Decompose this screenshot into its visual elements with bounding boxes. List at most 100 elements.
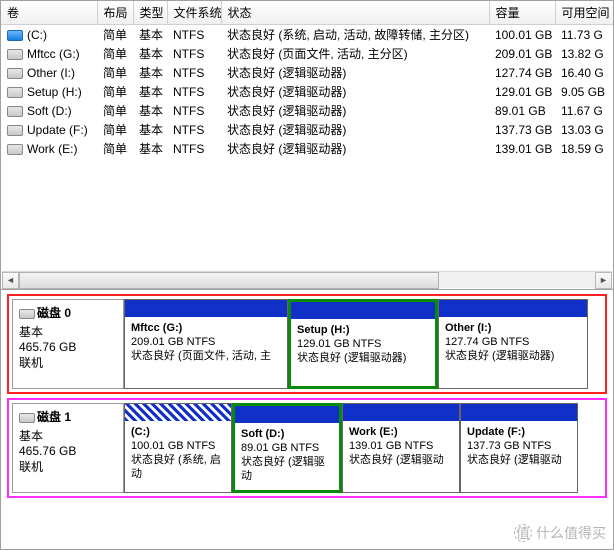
- partition[interactable]: Setup (H:)129.01 GB NTFS状态良好 (逻辑驱动器): [288, 299, 438, 389]
- drive-icon: [7, 68, 23, 79]
- disk0-partitions: Mftcc (G:)209.01 GB NTFS状态良好 (页面文件, 活动, …: [124, 299, 602, 389]
- col-type[interactable]: 类型: [133, 1, 167, 25]
- partition-header: [125, 300, 287, 317]
- volume-fs: NTFS: [167, 120, 221, 139]
- partition-header: [291, 302, 435, 319]
- volume-free: 16.40 G: [555, 63, 614, 82]
- volume-fs: NTFS: [167, 82, 221, 101]
- volume-row[interactable]: Update (F:)简单基本NTFS状态良好 (逻辑驱动器)137.73 GB…: [1, 120, 614, 139]
- volume-fs: NTFS: [167, 44, 221, 63]
- volume-status: 状态良好 (逻辑驱动器): [221, 139, 489, 158]
- partition-title: Other (I:): [445, 322, 491, 334]
- volume-list-pane: 卷 布局 类型 文件系统 状态 容量 可用空间 (C:)简单基本NTFS状态良好…: [0, 0, 614, 290]
- disk-state: 联机: [19, 354, 117, 371]
- partition[interactable]: Mftcc (G:)209.01 GB NTFS状态良好 (页面文件, 活动, …: [124, 299, 288, 389]
- disk-title: 磁盘 1: [37, 410, 71, 424]
- volume-capacity: 209.01 GB: [489, 44, 555, 63]
- volume-type: 基本: [133, 120, 167, 139]
- partition-title: Work (E:): [349, 426, 398, 438]
- watermark-icon: 值: [514, 524, 532, 542]
- volume-type: 基本: [133, 139, 167, 158]
- volume-fs: NTFS: [167, 101, 221, 120]
- disk-size: 465.76 GB: [19, 340, 117, 354]
- scroll-right-button[interactable]: ►: [595, 272, 612, 289]
- partition-size: 127.74 GB NTFS: [445, 336, 529, 348]
- volume-row[interactable]: Mftcc (G:)简单基本NTFS状态良好 (页面文件, 活动, 主分区)20…: [1, 44, 614, 63]
- partition[interactable]: Soft (D:)89.01 GB NTFS状态良好 (逻辑驱动: [232, 403, 342, 493]
- volume-type: 基本: [133, 25, 167, 45]
- partition-status: 状态良好 (逻辑驱动: [241, 456, 325, 482]
- disk-icon: [19, 309, 35, 319]
- volume-row[interactable]: (C:) 简单基本NTFS状态良好 (系统, 启动, 活动, 故障转储, 主分区)…: [1, 25, 614, 45]
- partition-status: 状态良好 (逻辑驱动: [349, 454, 444, 466]
- horizontal-scrollbar[interactable]: ◄ ►: [2, 271, 612, 288]
- volume-layout: 简单: [97, 25, 133, 45]
- volume-row[interactable]: Soft (D:)简单基本NTFS状态良好 (逻辑驱动器)89.01 GB11.…: [1, 101, 614, 120]
- disk0-block: 磁盘 0 基本465.76 GB联机 Mftcc (G:)209.01 GB NTF…: [7, 294, 607, 394]
- volume-capacity: 127.74 GB: [489, 63, 555, 82]
- volume-free: 13.82 G: [555, 44, 614, 63]
- volume-capacity: 137.73 GB: [489, 120, 555, 139]
- volume-free: 11.67 G: [555, 101, 614, 120]
- volume-status: 状态良好 (逻辑驱动器): [221, 120, 489, 139]
- volume-row[interactable]: Other (I:)简单基本NTFS状态良好 (逻辑驱动器)127.74 GB1…: [1, 63, 614, 82]
- col-layout[interactable]: 布局: [97, 1, 133, 25]
- scroll-left-button[interactable]: ◄: [2, 272, 19, 289]
- disk-kind: 基本: [19, 323, 117, 340]
- partition-status: 状态良好 (页面文件, 活动, 主: [131, 350, 271, 362]
- drive-icon: [7, 87, 23, 98]
- partition-status: 状态良好 (系统, 启动: [131, 454, 221, 480]
- volume-status: 状态良好 (系统, 启动, 活动, 故障转储, 主分区): [221, 25, 489, 45]
- disk0-info[interactable]: 磁盘 0 基本465.76 GB联机: [12, 299, 124, 389]
- volume-fs: NTFS: [167, 63, 221, 82]
- partition-header: [235, 406, 339, 423]
- disk-title: 磁盘 0: [37, 306, 71, 320]
- volume-free: 11.73 G: [555, 25, 614, 45]
- volume-name: Other (I:): [27, 66, 75, 80]
- volume-fs: NTFS: [167, 139, 221, 158]
- drive-icon: [7, 144, 23, 155]
- column-header-row: 卷 布局 类型 文件系统 状态 容量 可用空间: [1, 1, 614, 25]
- partition-header: [343, 404, 459, 421]
- col-capacity[interactable]: 容量: [489, 1, 555, 25]
- partition-title: (C:): [131, 426, 150, 438]
- volume-capacity: 129.01 GB: [489, 82, 555, 101]
- drive-icon: [7, 49, 23, 60]
- volume-row[interactable]: Setup (H:)简单基本NTFS状态良好 (逻辑驱动器)129.01 GB9…: [1, 82, 614, 101]
- disk1-block: 磁盘 1基本465.76 GB联机(C:)100.01 GB NTFS状态良好 …: [7, 398, 607, 498]
- volume-status: 状态良好 (逻辑驱动器): [221, 82, 489, 101]
- volume-layout: 简单: [97, 139, 133, 158]
- disk1-info[interactable]: 磁盘 1基本465.76 GB联机: [12, 403, 124, 493]
- scroll-thumb[interactable]: [19, 272, 439, 289]
- volume-capacity: 139.01 GB: [489, 139, 555, 158]
- col-status[interactable]: 状态: [221, 1, 489, 25]
- partition-status: 状态良好 (逻辑驱动器): [445, 350, 554, 362]
- partition[interactable]: Work (E:) 139.01 GB NTFS 状态良好 (逻辑驱动: [342, 403, 460, 493]
- partition-header: [461, 404, 577, 421]
- partition-size: 139.01 GB NTFS: [349, 440, 433, 452]
- partition[interactable]: Update (F:)137.73 GB NTFS状态良好 (逻辑驱动: [460, 403, 578, 493]
- volume-status: 状态良好 (逻辑驱动器): [221, 101, 489, 120]
- col-volume[interactable]: 卷: [1, 1, 97, 25]
- col-free[interactable]: 可用空间: [555, 1, 614, 25]
- disk1-partitions: (C:)100.01 GB NTFS状态良好 (系统, 启动Soft (D:)8…: [124, 403, 602, 493]
- volume-status: 状态良好 (逻辑驱动器): [221, 63, 489, 82]
- volume-row[interactable]: Work (E:)简单基本NTFS状态良好 (逻辑驱动器)139.01 GB18…: [1, 139, 614, 158]
- volume-name: Work (E:): [27, 142, 77, 156]
- partition-status: 状态良好 (逻辑驱动: [467, 454, 562, 466]
- partition-title: Update (F:): [467, 426, 525, 438]
- volume-type: 基本: [133, 63, 167, 82]
- partition-title: Soft (D:): [241, 428, 284, 440]
- disk-icon: [19, 413, 35, 423]
- partition-header: [125, 404, 231, 421]
- volume-fs: NTFS: [167, 25, 221, 45]
- partition[interactable]: (C:)100.01 GB NTFS状态良好 (系统, 启动: [124, 403, 232, 493]
- volume-type: 基本: [133, 101, 167, 120]
- disk-size: 465.76 GB: [19, 444, 117, 458]
- partition-title: Mftcc (G:): [131, 322, 182, 334]
- volume-layout: 简单: [97, 120, 133, 139]
- volume-name: (C:): [27, 28, 47, 42]
- col-filesystem[interactable]: 文件系统: [167, 1, 221, 25]
- volume-capacity: 89.01 GB: [489, 101, 555, 120]
- partition[interactable]: Other (I:) 127.74 GB NTFS 状态良好 (逻辑驱动器): [438, 299, 588, 389]
